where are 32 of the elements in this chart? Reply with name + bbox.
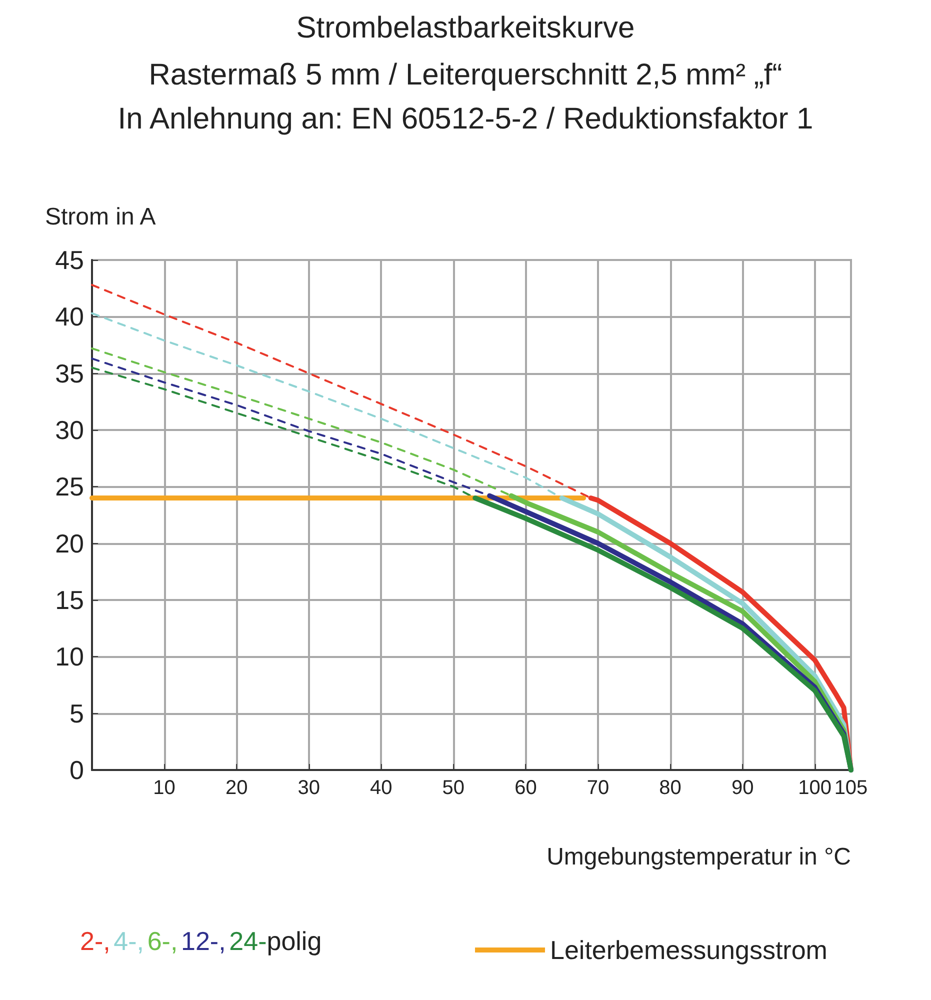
- x-tick-label: 105: [834, 777, 868, 799]
- text: 6-,: [147, 926, 178, 956]
- y-tick-label: 20: [55, 528, 84, 558]
- y-tick-label: 30: [55, 415, 84, 445]
- y-tick-label: 0: [70, 755, 84, 785]
- x-tick-label: 10: [153, 777, 176, 799]
- x-axis-title: Umgebungstemperatur in °C: [546, 844, 851, 870]
- y-tick-label: 15: [55, 585, 84, 615]
- y-tick-label: 35: [55, 358, 84, 388]
- x-tick-label: 70: [586, 777, 610, 799]
- text: 24-: [229, 926, 267, 956]
- chart-subtitle: Rastermaß 5 mm / Leiterquerschnitt 2,5 mm² „f“ In Anlehnung an: EN 60512-5-2 / Reduktionsfaktor 1: [118, 58, 814, 136]
- x-tick-label: 60: [514, 777, 537, 799]
- legend-title: polig: [266, 926, 322, 956]
- x-tick-label: 80: [659, 777, 682, 799]
- x-tick-label: 30: [298, 777, 320, 799]
- y-tick-label: 10: [55, 642, 84, 672]
- x-tick-label: 40: [370, 777, 392, 799]
- text: 4-,: [114, 926, 144, 956]
- chart-title: Strombelastbarkeitskurve: [296, 12, 635, 44]
- text: 2-,: [80, 926, 110, 956]
- legend-label: Leiterbemessungsstrom: [550, 935, 828, 965]
- x-tick-label: 90: [731, 777, 754, 799]
- y-tick-label: 25: [55, 472, 84, 502]
- y-tick-label: 5: [70, 698, 84, 728]
- x-tick-label: 20: [225, 777, 248, 799]
- y-tick-label: 45: [55, 245, 84, 275]
- x-tick-label: 100: [798, 777, 832, 799]
- y-tick-label: 40: [55, 302, 84, 332]
- y-axis-title: Strom in A: [45, 204, 156, 230]
- text: 12-,: [181, 926, 226, 956]
- x-tick-label: 50: [442, 777, 465, 799]
